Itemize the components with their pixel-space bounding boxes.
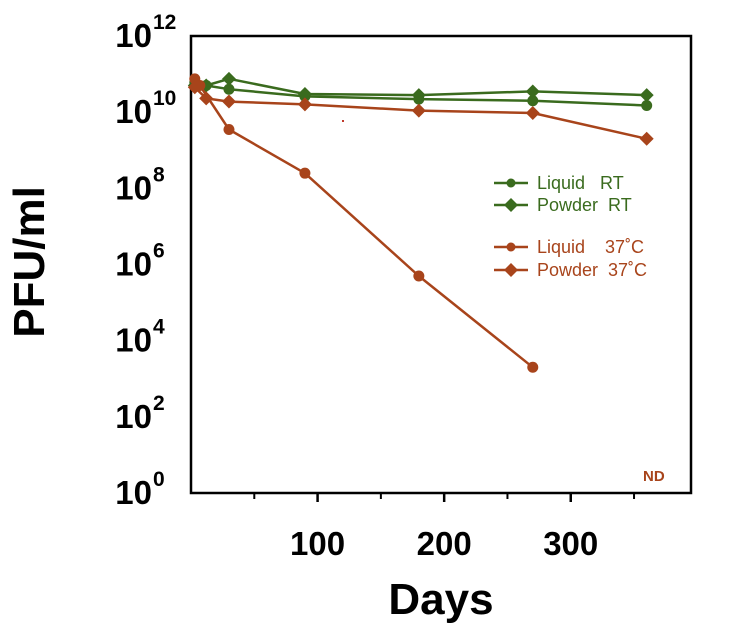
y-tick-label-1e6: 10 — [115, 246, 152, 283]
data-point-liquid-rt-6 — [641, 99, 653, 111]
y-tick-exponent-1e12: 12 — [153, 11, 176, 34]
data-point-liquid-37-c-5 — [527, 361, 539, 373]
x-axis-title: Days — [388, 575, 493, 624]
legend-label-powder-37c: Powder 37˚C — [537, 260, 647, 280]
legend-marker-powder-37c — [504, 263, 518, 277]
data-point-powder-37-c-4 — [411, 103, 426, 118]
y-tick-exponent-1e4: 4 — [153, 316, 165, 339]
y-tick-label-1e12: 10 — [115, 17, 152, 54]
plot-frame — [189, 34, 693, 495]
legend-entry-liquid-rt: Liquid RT — [494, 173, 624, 193]
data-point-liquid-37-c-2 — [223, 124, 235, 136]
data-point-powder-rt-6 — [639, 88, 654, 103]
data-point-liquid-rt-2 — [223, 83, 235, 95]
nd-annotation: ND — [643, 468, 665, 485]
x-tick-label-300: 300 — [543, 525, 598, 562]
y-tick-label-1e2: 10 — [115, 398, 152, 435]
data-point-liquid-rt-5 — [527, 95, 539, 107]
y-tick-exponent-1e8: 8 — [153, 163, 165, 186]
data-point-powder-37-c-1 — [199, 91, 214, 106]
legend-entry-liquid-37c: Liquid 37˚C — [494, 237, 644, 257]
data-point-powder-37-c-3 — [297, 97, 312, 112]
data-point-liquid-37-c-4 — [413, 270, 425, 282]
data-point-powder-rt-4 — [411, 88, 426, 103]
data-point-powder-37-c-2 — [221, 94, 236, 109]
legend-marker-liquid-rt — [506, 178, 516, 188]
y-tick-exponent-1e2: 2 — [153, 392, 165, 415]
data-point-powder-37-c-0 — [187, 80, 202, 95]
x-tick-label-100: 100 — [290, 525, 345, 562]
data-point-powder-37-c-6 — [639, 131, 654, 146]
stray-dot — [342, 120, 344, 122]
legend-label-powder-rt: Powder RT — [537, 195, 632, 215]
legend: Liquid RT Powder RT Liquid 37˚C Powder 3… — [494, 173, 647, 280]
legend-label-liquid-37c: Liquid 37˚C — [537, 237, 644, 257]
legend-entry-powder-37c: Powder 37˚C — [494, 260, 647, 280]
legend-marker-powder-rt — [504, 198, 518, 212]
legend-marker-liquid-37c — [506, 242, 516, 252]
legend-label-liquid-rt: Liquid RT — [537, 173, 624, 193]
x-tick-label-200: 200 — [417, 525, 472, 562]
data-point-powder-rt-2 — [221, 71, 236, 86]
legend-entry-powder-rt: Powder RT — [494, 195, 632, 215]
y-tick-label-1e4: 10 — [115, 322, 152, 359]
data-point-powder-37-c-5 — [525, 106, 540, 121]
y-axis-title: PFU/ml — [5, 186, 54, 338]
y-tick-exponent-1e10: 10 — [153, 87, 176, 110]
y-tick-label-1e8: 10 — [115, 169, 152, 206]
y-tick-label-1e10: 10 — [115, 93, 152, 130]
y-tick-exponent-1e0: 0 — [153, 468, 165, 491]
y-tick-exponent-1e6: 6 — [153, 240, 165, 263]
y-tick-label-1e0: 10 — [115, 474, 152, 511]
series-line-liquid-37-c — [193, 78, 534, 369]
data-point-powder-rt-5 — [525, 84, 540, 99]
data-point-liquid-37-c-3 — [299, 167, 311, 179]
data-point-powder-rt-3 — [297, 86, 312, 101]
